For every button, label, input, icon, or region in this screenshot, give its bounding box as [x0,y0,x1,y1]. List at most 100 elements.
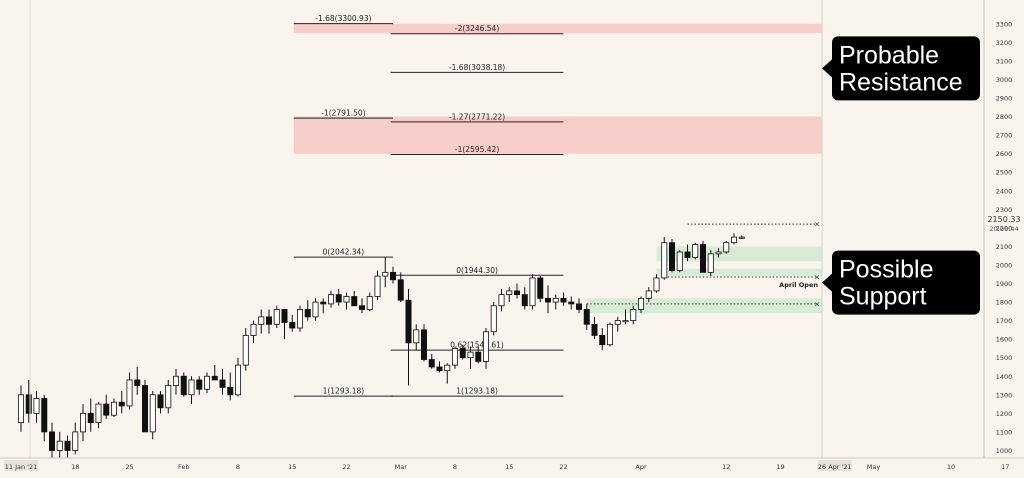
candle [700,240,707,273]
candle [17,385,24,432]
candle [80,404,87,442]
candle [134,366,141,395]
y-tick-label: 1000 [996,447,1013,455]
candle-body [273,309,280,325]
candle-body [219,379,226,388]
current-price-tag: 2150.33 20:06:44 [987,215,1020,233]
y-tick-label: 1100 [996,428,1013,436]
fib-label-4: -1.27(2771.22) [449,112,505,121]
candle [591,316,598,340]
time-axis[interactable]: 11 Jan '21 18 25 Feb 8 15 22 Mar 8 15 22 Apr 12 19 26 … [0,457,1024,478]
candle-body [258,316,265,325]
y-tick-label: 2300 [996,206,1013,214]
candle-body [374,275,381,297]
candle [552,294,559,310]
candle [111,398,118,418]
candle-body [72,431,79,451]
callout-text: Support [839,283,927,311]
zone-support-3 [656,268,822,277]
candle-body [56,440,63,451]
candle [444,363,451,384]
candle [25,379,32,423]
callout-text: Probable [839,41,939,69]
candle [630,305,637,325]
candle-body [17,394,24,424]
candle-body [622,320,629,323]
fib-levels-layer: -1.68(3300.93) -2(3246.54) -1.68(3038.18) -… [293,14,564,397]
candle-body [661,242,668,279]
candle [529,274,536,310]
candle [118,391,125,414]
candle-body [188,379,195,396]
candle [242,328,249,371]
candle [475,346,482,364]
candle [614,316,621,332]
candle-body [196,379,203,390]
candle-body [498,294,505,307]
candle-body [126,379,133,407]
candle-body [521,294,528,307]
price-axis[interactable]: 9001000110012001300140015001600170018001… [983,0,1024,474]
fib-label-1: -2(3246.54) [455,24,499,33]
candle [343,292,350,310]
candle [568,296,575,310]
candle [560,292,567,306]
y-tick-label: 1600 [996,336,1013,344]
candle [676,250,683,273]
candle [56,431,63,460]
candle [723,240,730,254]
callout-pointer [822,273,832,292]
fib-label-3: -1(2791.50) [321,109,365,118]
candle-body [731,236,738,244]
candle [141,379,148,433]
callout-text: Possible [839,256,934,284]
candle [327,290,334,308]
candle-body [304,309,311,318]
candle-body [684,251,691,258]
candle [397,272,404,303]
candle-body [630,309,637,322]
candle [467,346,474,369]
close-marker-0[interactable]: × [814,221,820,229]
close-marker-2[interactable]: × [814,300,820,308]
candle [420,324,427,362]
candle [351,290,358,307]
candle [358,298,365,314]
candle-body [475,351,482,362]
candle-body [490,305,497,333]
candle [103,394,110,419]
x-tick-label: 15 [288,463,296,471]
candle [95,402,102,429]
candle [459,344,466,360]
candle-body [723,242,730,253]
candle-body [467,351,474,359]
candle [622,309,629,325]
candle [583,303,590,330]
y-tick-label: 1200 [996,410,1013,418]
candle [514,283,521,299]
candle-body [358,305,365,310]
candle-body [738,236,745,239]
candle-body [382,271,389,277]
candle [227,372,234,401]
candle [382,257,389,288]
candle-body [537,277,544,299]
close-marker-1[interactable]: × [814,274,820,282]
candle-body [436,366,443,372]
candle [64,435,71,458]
candle-body [157,394,164,409]
candle-body [118,401,125,407]
candle [653,274,660,293]
fib-label-10: 1(1293.18) [456,387,498,396]
current-price-label: 2150.33 [987,215,1020,224]
y-tick-label: 1400 [996,373,1013,381]
candle [545,285,552,314]
candle [312,298,319,321]
candle-body [250,323,257,336]
x-tick-label: 10 [947,463,955,471]
fib-label-6: 0(2042.34) [323,248,365,257]
y-tick-label: 2700 [996,132,1013,140]
